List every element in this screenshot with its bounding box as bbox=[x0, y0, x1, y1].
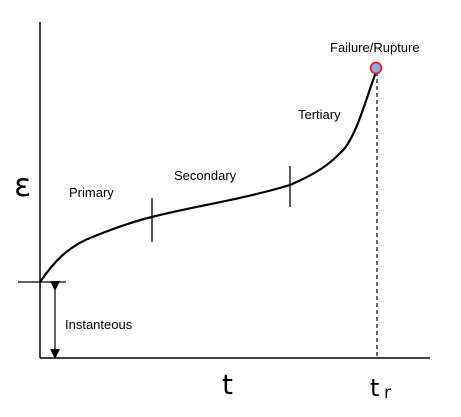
secondary-label: Secondary bbox=[174, 168, 237, 183]
tertiary-label: Tertiary bbox=[298, 107, 341, 122]
creep-curve bbox=[39, 68, 379, 283]
strain-symbol: ε bbox=[14, 166, 31, 204]
primary-label: Primary bbox=[69, 185, 114, 200]
instantaneous-label: Instanteous bbox=[65, 317, 133, 332]
failure-label: Failure/Rupture bbox=[330, 40, 420, 55]
rupture-time-symbol: t bbox=[370, 374, 379, 402]
rupture-time-subscript: r bbox=[384, 383, 391, 403]
failure-point bbox=[369, 61, 383, 75]
time-symbol: t bbox=[222, 368, 233, 401]
